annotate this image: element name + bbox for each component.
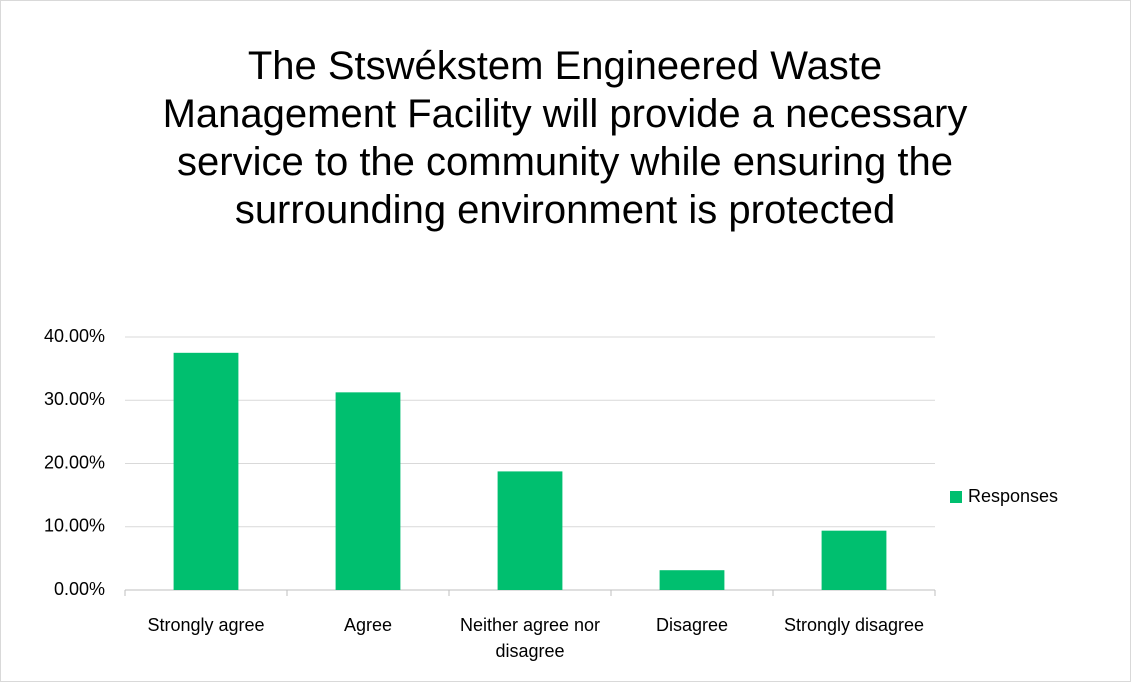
legend-swatch (950, 491, 962, 503)
bar (821, 530, 887, 590)
x-tick-label: Strongly disagree (783, 615, 925, 635)
y-tick-label: 30.00% (44, 389, 105, 409)
bar (335, 392, 401, 590)
bar (659, 570, 725, 590)
bar (173, 352, 239, 590)
legend-label: Responses (968, 486, 1058, 506)
y-tick-label: 40.00% (44, 326, 105, 346)
x-tick-label: Disagree (655, 615, 729, 635)
y-tick-label: 0.00% (54, 579, 105, 599)
x-tick-label: Neither agree nor disagree (459, 615, 601, 661)
x-tick-label: Agree (343, 615, 393, 635)
y-tick-label: 10.00% (44, 516, 105, 536)
chart-title: The Stswékstem Engineered Waste Manageme… (162, 44, 968, 232)
x-tick-label: Strongly agree (147, 615, 265, 635)
y-tick-label: 20.00% (44, 452, 105, 472)
bar (497, 471, 563, 590)
